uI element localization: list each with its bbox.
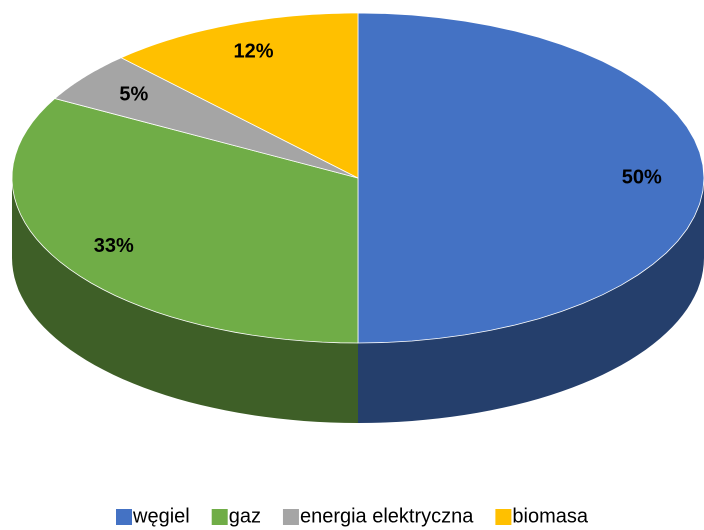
pie-slice [53,57,359,179]
pie-slice [120,12,359,179]
legend-label: gaz [229,505,261,527]
pie-slice [357,12,704,344]
pie-side [358,178,704,423]
legend-swatch [211,509,228,525]
legend-label: węgiel [132,505,190,527]
legend: węgiel gaz energia elektryczna biomasa [116,505,589,527]
legend-swatch [495,509,512,525]
pie-side [12,178,358,423]
data-label: 33% [94,235,134,257]
pie-slice [11,98,359,344]
legend-swatch [282,509,299,525]
legend-label: biomasa [512,505,588,527]
legend-label: energia elektryczna [300,505,474,527]
data-label: 12% [234,40,274,62]
legend-swatch [116,509,132,525]
data-label: 5% [119,83,148,105]
data-label: 50% [622,166,662,188]
